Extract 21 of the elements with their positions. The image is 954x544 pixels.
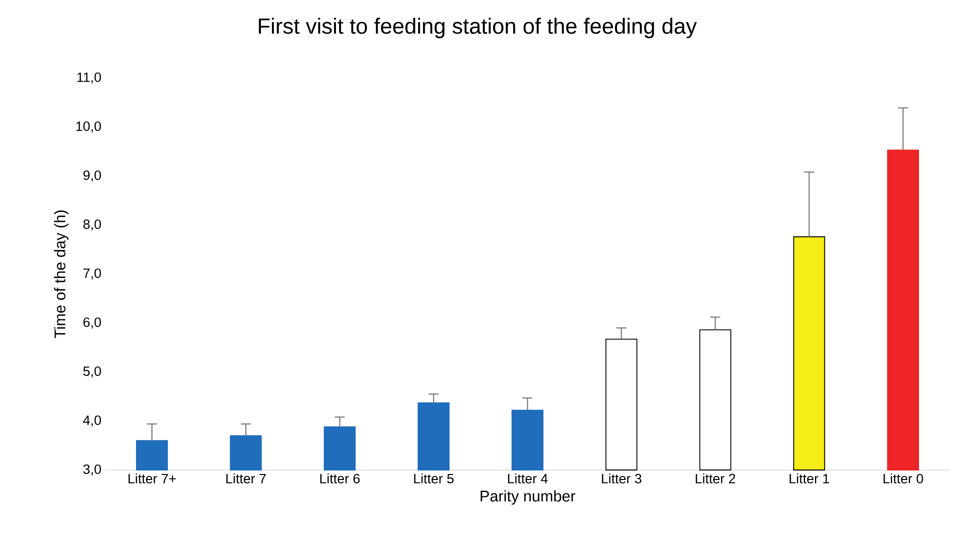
x-axis-title: Parity number bbox=[480, 490, 576, 505]
y-tick-label: 7,0 bbox=[83, 268, 101, 280]
x-tick-label: Litter 6 bbox=[320, 474, 360, 484]
x-tick-label: Litter 3 bbox=[602, 474, 642, 484]
x-tick-label: Litter 2 bbox=[696, 474, 736, 484]
y-tick-label: 11,0 bbox=[77, 72, 101, 84]
chart-title: First visit to feeding station of the feeding day bbox=[258, 18, 697, 38]
y-tick-label: 6,0 bbox=[83, 317, 101, 329]
x-tick-label: Litter 4 bbox=[508, 474, 548, 484]
x-tick-label: Litter 7+ bbox=[128, 474, 176, 484]
x-tick-label: Litter 7 bbox=[226, 474, 266, 484]
x-tick-label: Litter 5 bbox=[414, 474, 454, 484]
y-tick-label: 3,0 bbox=[83, 464, 101, 476]
x-tick-label: Litter 1 bbox=[790, 474, 830, 484]
y-tick-label: 10,0 bbox=[76, 121, 101, 133]
x-tick-label: Litter 0 bbox=[884, 474, 924, 484]
y-tick-label: 4,0 bbox=[83, 415, 101, 427]
y-tick-label: 5,0 bbox=[83, 366, 101, 378]
y-axis-title: Time of the day (h) bbox=[54, 210, 68, 338]
y-tick-label: 9,0 bbox=[83, 170, 101, 182]
y-tick-label: 8,0 bbox=[83, 219, 101, 231]
